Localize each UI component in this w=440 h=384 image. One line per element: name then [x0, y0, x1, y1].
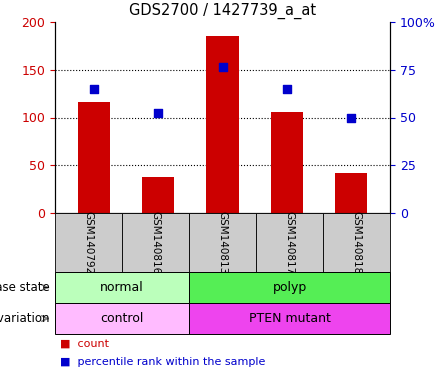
Point [283, 86, 290, 92]
Text: GSM140792: GSM140792 [84, 211, 94, 274]
Bar [55, 303, 189, 334]
Text: control: control [100, 312, 144, 325]
Bar [122, 213, 189, 272]
Bar [335, 173, 367, 213]
Bar [189, 213, 256, 272]
Title: GDS2700 / 1427739_a_at: GDS2700 / 1427739_a_at [129, 3, 316, 19]
Bar [189, 303, 390, 334]
Text: GSM140813: GSM140813 [217, 211, 227, 274]
Text: PTEN mutant: PTEN mutant [249, 312, 330, 325]
Text: GSM140818: GSM140818 [352, 211, 362, 274]
Bar [271, 112, 303, 213]
Text: ■  percentile rank within the sample: ■ percentile rank within the sample [60, 357, 265, 367]
Text: normal: normal [100, 281, 144, 294]
Point [154, 110, 161, 116]
Point [90, 86, 97, 92]
Point [219, 64, 226, 70]
Text: ■  count: ■ count [60, 339, 109, 349]
Text: GSM140817: GSM140817 [285, 211, 294, 274]
Text: genotype/variation: genotype/variation [0, 312, 50, 325]
Text: polyp: polyp [272, 281, 307, 294]
Bar [256, 213, 323, 272]
Bar [55, 213, 122, 272]
Bar [206, 36, 238, 213]
Bar [77, 102, 110, 213]
Text: disease state: disease state [0, 281, 50, 294]
Text: GSM140816: GSM140816 [150, 211, 161, 274]
Bar [142, 177, 174, 213]
Bar [55, 272, 189, 303]
Bar [189, 272, 390, 303]
Point [348, 114, 355, 121]
Bar [323, 213, 390, 272]
